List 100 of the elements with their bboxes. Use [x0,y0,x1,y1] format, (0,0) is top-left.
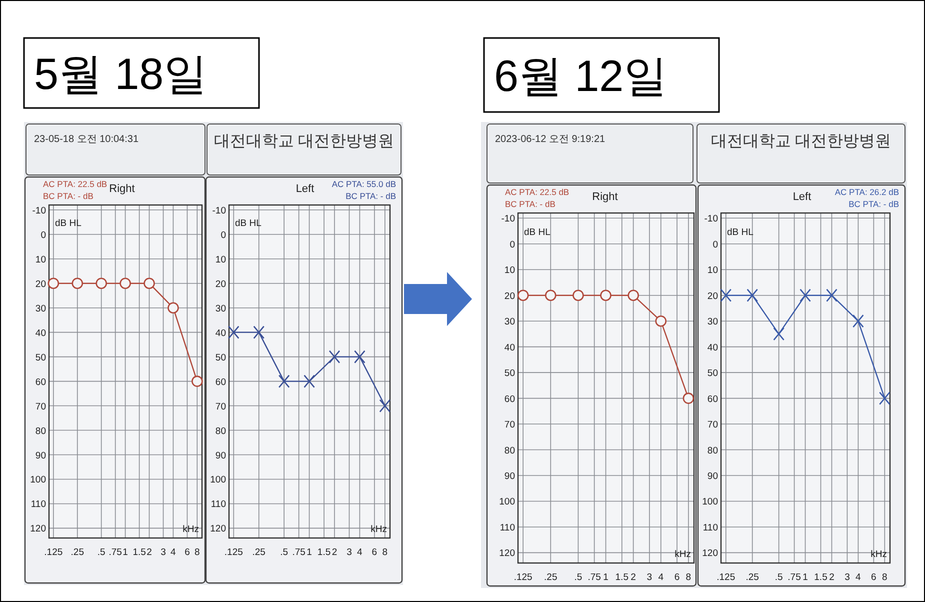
text: 23-05-18 오전 10:04:31 [34,134,139,145]
y-tick-label: -10 [32,205,46,216]
x-tick-label: .75 [292,547,306,558]
x-tick-label: .125 [716,572,736,583]
x-tick-label: 3 [646,572,652,583]
point [278,374,290,388]
y-tick-label: 40 [707,342,718,354]
y-tick-label: 0 [510,239,515,250]
y-tick-label: 110 [500,522,515,534]
point [96,278,107,290]
y-tick-label: 50 [215,352,226,364]
text: 6월 12일 [494,52,668,101]
chart-title: Right [592,191,618,203]
point [682,392,694,404]
y-tick-label: 70 [504,420,515,431]
y-tick-label: 90 [707,471,718,482]
y-tick-label: 110 [702,522,718,534]
x-tick-label: .25 [70,547,84,558]
x-tick-label: 3 [346,547,352,558]
y-tick-label: 100 [210,474,226,486]
y-tick-label: 70 [707,420,718,431]
chart-title: Left [296,183,314,195]
y-tick-label: 30 [215,303,226,314]
y-tick-label: 0 [220,230,226,241]
x-tick-label: .25 [252,547,266,558]
point [304,374,315,388]
y-tick-label: 0 [40,230,46,241]
y-tick-label: -10 [501,214,515,225]
y-tick-label: 80 [707,445,718,456]
y-tick-label: 70 [35,401,46,412]
text: AC PTA: 22.5 dB [505,187,570,197]
y-tick-label: 50 [504,368,515,380]
y-tick-label: 20 [504,290,515,302]
y-tick-label: 120 [210,524,226,535]
x-tick-label: 1.5 [132,547,146,558]
y-tick-label: 90 [35,450,46,462]
x-tick-label: 1.5 [615,572,628,583]
text: 5월 18일 [34,50,208,99]
x-tick-label: 1 [802,572,808,583]
x-tick-label: .5 [574,572,582,583]
point [379,399,391,412]
x-tick-label: 4 [170,547,176,558]
y-tick-label: 20 [215,278,226,290]
point [72,278,84,290]
y-tick-label: 30 [504,316,515,328]
y-tick-label: 60 [35,376,46,388]
x-tick-label: .25 [544,572,558,583]
text: BC PTA: - dB [505,199,556,209]
point [517,290,529,302]
x-tick-label: 2 [829,572,834,583]
x-tick-label: .25 [746,572,759,583]
point [879,392,890,405]
x-tick-label: .75 [108,547,122,558]
point [572,290,584,302]
point [48,278,60,290]
y-tick-label: 20 [35,278,46,290]
y-tick-label: 90 [215,450,226,462]
y-tick-label: 20 [707,290,718,302]
y-tick-label: 80 [35,426,46,437]
point [600,290,612,302]
y-axis-title: dB HL [55,218,82,230]
y-tick-label: 30 [35,303,46,314]
y-tick-label: 50 [35,352,46,364]
y-tick-label: 0 [712,239,718,250]
y-tick-label: 120 [499,548,515,560]
x-tick-label: 8 [382,547,388,558]
x-axis-title: kHz [870,549,888,560]
text: AC PTA: 55.0 dB [332,179,396,189]
x-tick-label: 6 [372,547,378,558]
point [144,278,155,290]
point [354,350,366,364]
y-tick-label: 60 [707,394,718,405]
x-tick-label: 1 [603,572,608,583]
point [168,302,179,314]
x-tick-label: .5 [97,547,106,558]
text: 대전대학교 대전한방병원 [214,133,394,150]
x-tick-label: 8 [686,572,692,583]
text: 2023-06-12 오전 9:19:21 [495,134,606,145]
x-tick-label: 4 [856,572,861,583]
y-axis-title: dB HL [727,227,754,238]
point [628,290,639,302]
text: AC PTA: 22.5 dB [43,179,108,189]
x-tick-label: 4 [658,572,664,583]
chart-title: Right [109,183,135,195]
x-tick-label: 3 [844,572,850,583]
y-tick-label: 10 [504,265,515,276]
x-tick-label: 6 [871,572,876,583]
y-tick-label: 80 [504,445,515,456]
chart-title: Left [792,191,812,203]
point [852,314,864,328]
y-tick-label: 100 [702,496,718,508]
x-tick-label: .75 [588,572,601,583]
point [253,326,265,339]
x-tick-label: .125 [224,547,243,558]
y-tick-label: 60 [504,394,515,405]
x-tick-label: 4 [357,547,362,558]
point [120,278,131,290]
text: BC PTA: - dB [848,199,900,209]
point [800,288,811,302]
x-tick-label: 3 [160,547,166,558]
